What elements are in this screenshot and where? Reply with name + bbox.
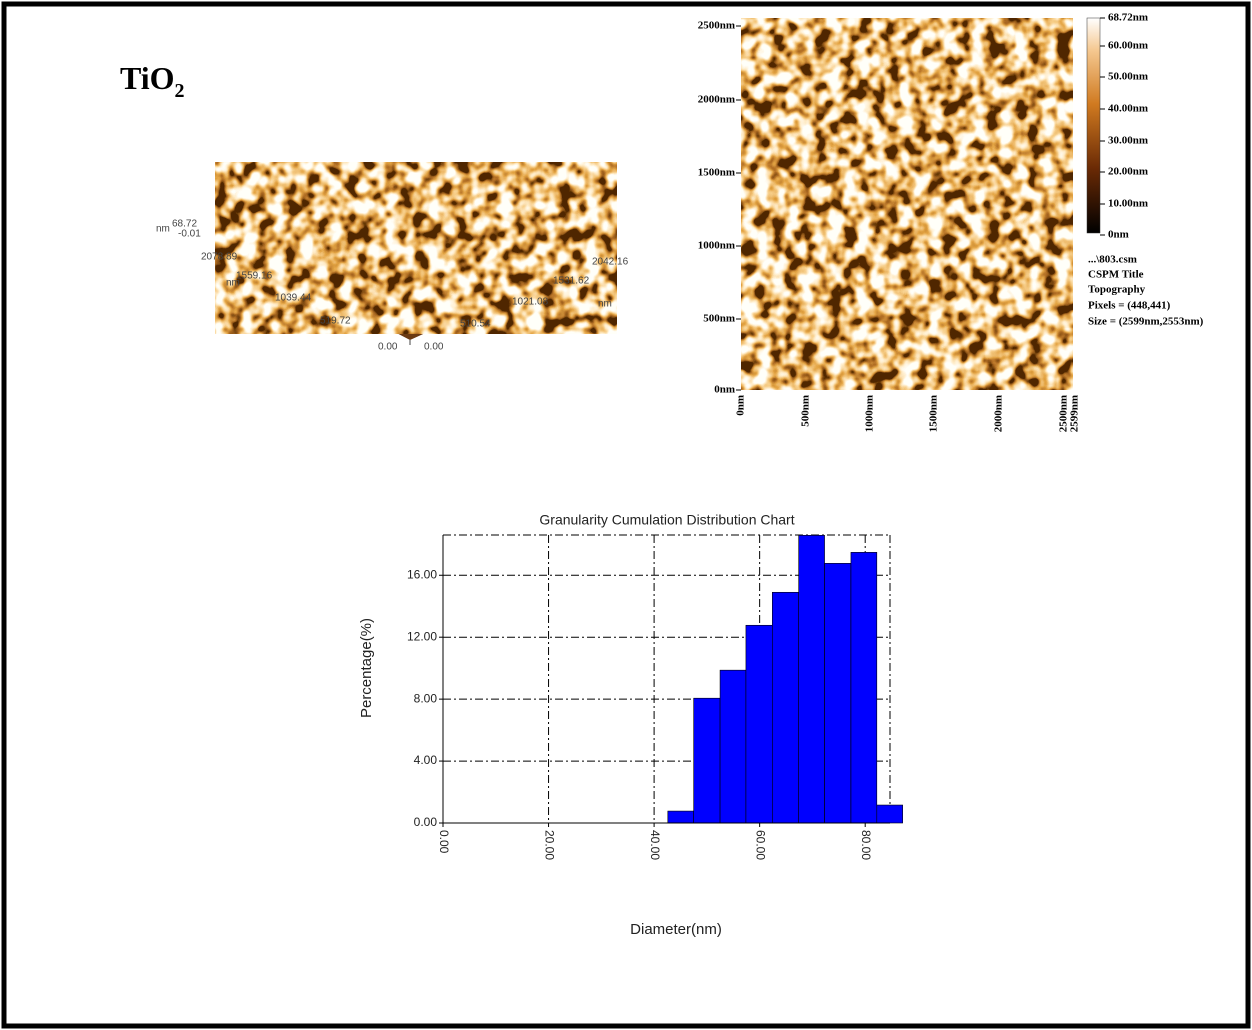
x-tick-label: 60.00 [753,830,767,860]
x-label: 2000nm [993,395,1005,432]
info: CSPM Title [1088,269,1144,281]
x-axis-label: Diameter(nm) [630,921,722,938]
info: ...\803.csm [1088,254,1137,266]
figure: TiO2 nm68.72-0.012078.891559.161039.4451… [0,0,1252,1030]
y-label: 2000nm [698,94,735,106]
y-label: 0nm [714,384,735,396]
y-label: 0.00 [378,342,398,353]
afm-2d-image [741,18,1073,390]
bar [668,811,694,823]
y-unit: nm [226,278,240,289]
colorbar-label: 60.00nm [1108,40,1148,52]
colorbar-label: 20.00nm [1108,166,1148,178]
x-label: 510.54 [460,319,491,330]
y-label: 1500nm [698,167,735,179]
x-tick-label: 40.00 [648,830,662,860]
sample-label: TiO2 [120,60,185,101]
bar [772,592,798,823]
y-tick-label: 8.00 [414,691,438,705]
bar [746,625,772,823]
colorbar-label: 30.00nm [1108,135,1148,147]
info: Topography [1088,284,1146,296]
bar [694,698,720,823]
x-tick-label: 20.00 [542,830,556,860]
bar [825,563,851,823]
y-tick-label: 4.00 [414,753,438,767]
x-label: 500nm [800,395,812,427]
x-tick-label: 0.00 [437,830,451,854]
info: Pixels = (448,441) [1088,300,1171,312]
x-label: 1000nm [864,395,876,432]
z-unit: nm [156,224,170,235]
bar [851,552,877,823]
y-axis-label: Percentage(%) [358,618,375,718]
y-tick-label: 16.00 [407,567,437,581]
colorbar-label: 40.00nm [1108,103,1148,115]
bar [799,535,825,823]
x-unit: nm [598,299,612,310]
x-label: 1531.62 [553,276,590,287]
x-label: 1500nm [928,395,940,432]
y-tick-label: 12.00 [407,629,437,643]
y-label: 519.72 [320,316,351,327]
y-label: 500nm [703,313,735,325]
colorbar-label: 0nm [1108,229,1129,241]
y-label: 1000nm [698,240,735,252]
x-label: 0.00 [424,342,444,353]
y-label: 2500nm [698,20,735,32]
y-label: 1039.44 [275,293,312,304]
bar [720,670,746,823]
afm-3d-surface [215,162,617,334]
colorbar [1087,18,1100,233]
colorbar-label: 10.00nm [1108,198,1148,210]
y-label: 2078.89 [201,252,238,263]
colorbar-label: 68.72nm [1108,12,1148,24]
x-label: 2042.16 [592,257,629,268]
x-tick-label: 80.00 [859,830,873,860]
bar [877,805,903,823]
x-label: 1021.08 [512,297,549,308]
z-label: -0.01 [178,229,201,240]
x-label: 2599nm [1069,395,1081,432]
y-label: 1559.16 [236,271,273,282]
y-tick-label: 0.00 [414,815,438,829]
chart-title: Granularity Cumulation Distribution Char… [539,512,794,528]
info: Size = (2599nm,2553nm) [1088,316,1204,328]
x-label: 0nm [735,395,747,416]
colorbar-label: 50.00nm [1108,71,1148,83]
